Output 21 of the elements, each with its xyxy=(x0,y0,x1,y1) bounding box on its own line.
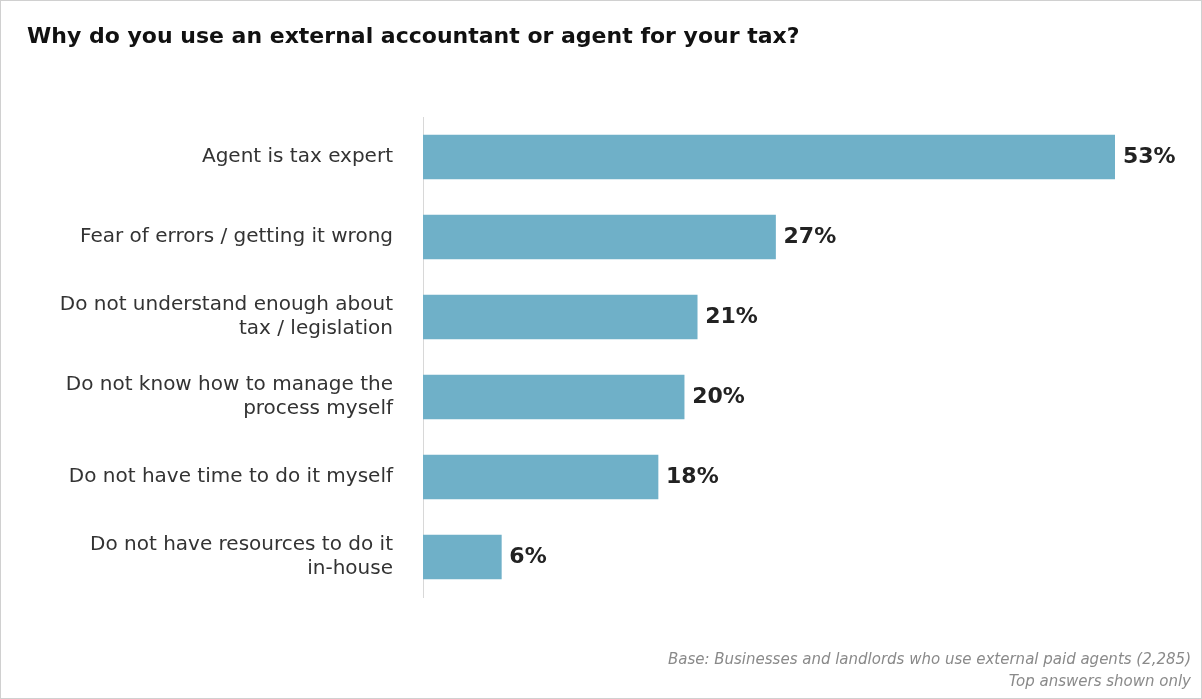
bar xyxy=(423,134,1115,180)
y-tick-label: Do not understand enough about tax / legislation xyxy=(59,291,394,340)
bar xyxy=(423,374,685,420)
data-label: 21% xyxy=(705,302,758,328)
y-tick-label: Do not know how to manage the process myself xyxy=(65,371,394,420)
data-label: 6% xyxy=(509,542,547,568)
data-label: 18% xyxy=(666,462,719,488)
data-label: 27% xyxy=(783,222,837,248)
text: Top answers shown only xyxy=(1007,671,1191,692)
y-tick-label: Do not have resources to do it in-house xyxy=(90,531,394,580)
y-tick-label: Agent is tax expert xyxy=(201,143,394,168)
bar xyxy=(423,534,502,580)
y-tick-label: Fear of errors / getting it wrong xyxy=(80,223,393,248)
data-label: 20% xyxy=(692,382,745,408)
bar xyxy=(423,214,776,260)
chart-title: Why do you use an external accountant or agent for your tax? xyxy=(27,23,800,48)
y-tick-label: Do not have time to do it myself xyxy=(68,463,394,488)
bar xyxy=(423,454,659,500)
data-label: 53% xyxy=(1123,142,1176,168)
text: Base: Businesses and landlords who use external paid agents (2,285) xyxy=(667,649,1191,670)
bar xyxy=(423,294,698,340)
